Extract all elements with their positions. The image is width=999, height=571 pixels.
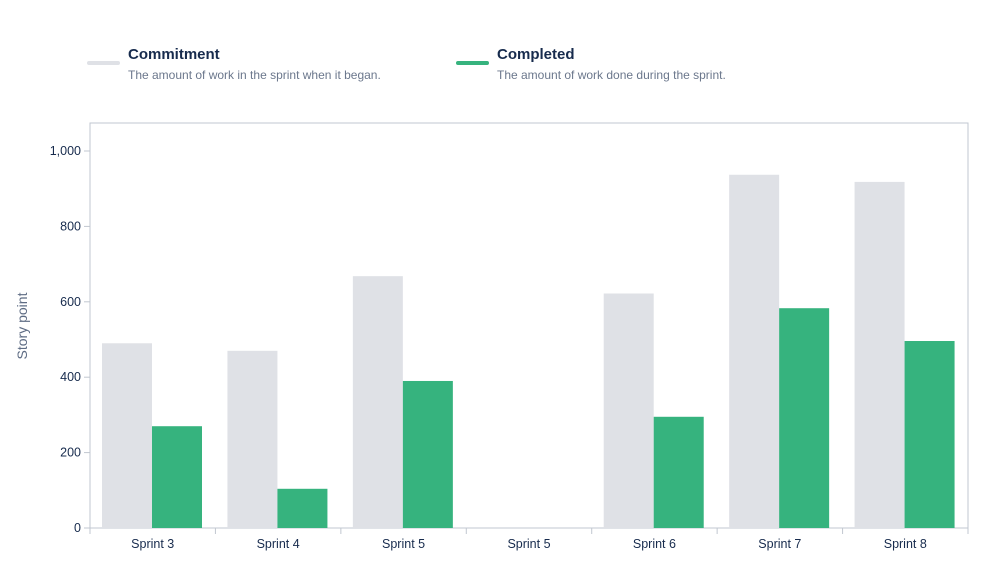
- legend-desc-completed: The amount of work done during the sprin…: [497, 68, 726, 82]
- y-tick-label: 1,000: [50, 144, 81, 158]
- x-tick-label: Sprint 5: [382, 537, 425, 551]
- commitment-swatch: [87, 61, 120, 65]
- bar-completed-0: [152, 426, 202, 528]
- bar-commitment-0: [102, 343, 152, 528]
- y-axis-label: Story point: [14, 292, 30, 359]
- legend: Commitment The amount of work in the spr…: [87, 46, 726, 82]
- bar-commitment-2: [352, 276, 403, 528]
- x-tick-label: Sprint 3: [131, 537, 174, 551]
- bar-commitment-1: [227, 350, 278, 528]
- legend-item-commitment: Commitment The amount of work in the spr…: [87, 46, 439, 82]
- bar-commitment-5: [729, 174, 780, 528]
- y-axis-ticks: 0 200 400 600 800 1,000: [50, 144, 90, 535]
- x-axis-ticks: Sprint 3 Sprint 4 Sprint 5 Sprint 5 Sprint 6…: [89, 528, 969, 551]
- y-tick-label: 600: [60, 295, 81, 309]
- x-tick-label: Sprint 4: [257, 537, 300, 551]
- bar-completed-4: [653, 416, 704, 528]
- bar-completed-2: [402, 380, 453, 528]
- x-tick-label: Sprint 5: [507, 537, 550, 551]
- legend-title-commitment: Commitment: [128, 46, 220, 63]
- bars-group: [102, 174, 955, 528]
- bar-completed-6: [904, 341, 955, 528]
- bar-commitment-4: [603, 293, 654, 528]
- x-tick-label: Sprint 7: [758, 537, 801, 551]
- x-tick-label: Sprint 8: [884, 537, 927, 551]
- plot-frame: [89, 122, 969, 529]
- legend-title-completed: Completed: [497, 46, 575, 63]
- y-tick-label: 800: [60, 219, 81, 233]
- y-tick-label: 0: [74, 521, 81, 535]
- bar-completed-1: [277, 488, 328, 528]
- bar-completed-5: [779, 308, 830, 528]
- y-tick-label: 400: [60, 370, 81, 384]
- completed-swatch: [456, 61, 489, 65]
- legend-item-completed: Completed The amount of work done during…: [456, 46, 726, 82]
- y-tick-label: 200: [60, 446, 81, 460]
- x-tick-label: Sprint 6: [633, 537, 676, 551]
- bar-commitment-6: [854, 181, 905, 528]
- legend-desc-commitment: The amount of work in the sprint when it…: [128, 68, 381, 82]
